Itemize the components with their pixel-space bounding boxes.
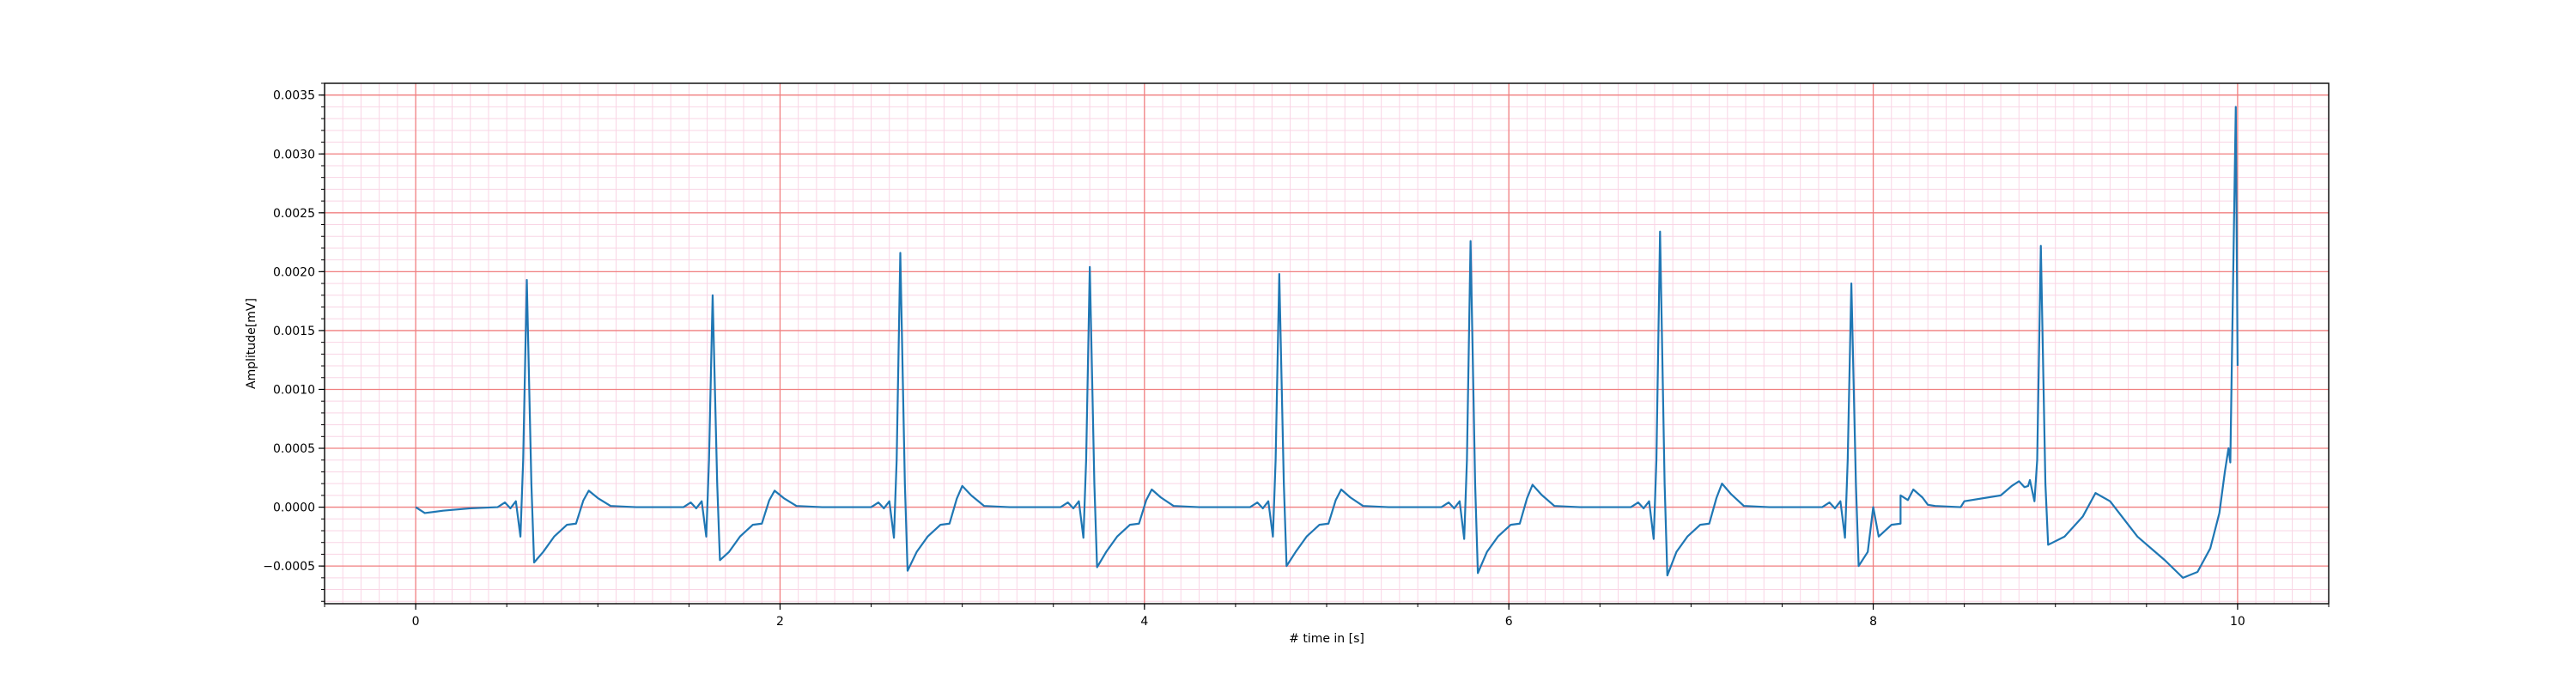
y-tick-label: 0.0030	[273, 148, 315, 161]
x-axis-title: # time in [s]	[1289, 632, 1364, 646]
y-axis-title: Amplitude[mV]	[245, 298, 258, 389]
y-tick-label: 0.0015	[273, 325, 315, 338]
y-tick-label: 0.0020	[273, 265, 315, 279]
y-tick-label: 0.0000	[273, 502, 315, 515]
x-tick-label: 8	[1869, 615, 1877, 629]
x-tick-label: 4	[1140, 615, 1148, 629]
x-tick-label: 2	[776, 615, 784, 629]
x-tick-label: 6	[1505, 615, 1513, 629]
x-tick-label: 10	[2230, 615, 2245, 629]
x-axis-ticks: 0 2 4 6 8 10	[324, 604, 2330, 629]
y-tick-label: 0.0010	[273, 383, 315, 397]
ecg-series-line	[415, 106, 2239, 579]
x-tick-label: 0	[412, 615, 420, 629]
y-tick-label: −0.0005	[263, 560, 315, 574]
y-tick-label: 0.0025	[273, 207, 315, 221]
y-tick-label: 0.0035	[273, 89, 315, 103]
y-axis-ticks: −0.0005 0.0000 0.0005 0.0010 0.0015 0.0020 0.0…	[263, 82, 325, 602]
y-tick-label: 0.0005	[273, 442, 315, 456]
